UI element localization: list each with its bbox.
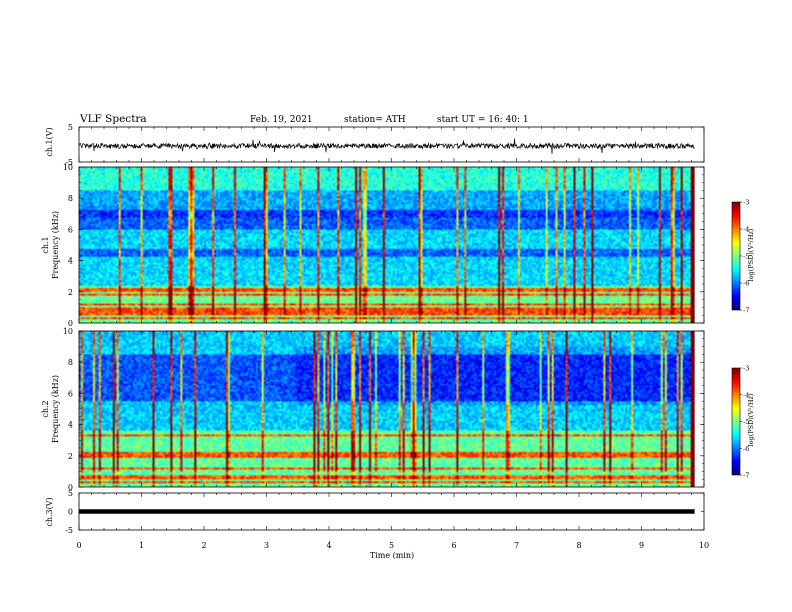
ch1-colorbar-label: log(PSD)(V²/Hz): [747, 228, 755, 281]
y-tick-label: 8: [68, 358, 73, 367]
ch2-frequency-label: Frequency (kHz): [51, 375, 60, 443]
ch1-waveform-ylabel: ch.1(V): [45, 127, 54, 156]
x-tick-label: 1: [139, 541, 144, 550]
ch3-waveform-ylabel: ch.3(V): [45, 497, 54, 526]
x-axis-label: Time (min): [370, 551, 414, 560]
y-tick-label: 8: [68, 194, 73, 203]
ch1-panel-label: ch.1: [41, 236, 50, 253]
date-label: Feb. 19, 2021: [250, 115, 313, 125]
y-tick-label: 0: [68, 508, 73, 517]
x-tick-label: 2: [201, 541, 206, 550]
ch2-colorbar-tick-label: -3: [743, 365, 749, 373]
y-tick-label: -5: [65, 526, 73, 535]
x-tick-label: 4: [326, 541, 331, 550]
y-tick-label: 4: [68, 421, 73, 430]
ch2-spectrogram-image: [79, 331, 695, 487]
ch2-colorbar-tick-label: -6: [743, 445, 749, 453]
ch1-colorbar-tick-label: -7: [743, 307, 749, 315]
ch2-colorbar-tick-label: -5: [743, 418, 749, 426]
y-tick-label: 5: [68, 123, 73, 132]
x-tick-label: 3: [264, 541, 269, 550]
start-time-label: start UT = 16: 40: 1: [437, 115, 529, 125]
ch2-colorbar-tick-label: -4: [743, 391, 749, 399]
y-tick-label: 2: [68, 452, 73, 461]
x-tick-label: 0: [76, 541, 81, 550]
ch1-colorbar-tick-label: -3: [743, 199, 749, 207]
ch2-colorbar-image: [732, 368, 740, 475]
ch2-colorbar-label: log(PSD)(V²/Hz): [747, 393, 755, 446]
y-tick-label: 4: [68, 257, 73, 266]
station-label: station= ATH: [344, 115, 406, 125]
ch1-colorbar-tick-label: -6: [743, 280, 749, 288]
ch1-waveform-trace: [78, 138, 695, 154]
figure-title: VLF Spectra: [79, 113, 147, 125]
ch1-colorbar-tick-label: -5: [743, 253, 749, 261]
y-tick-label: 0: [68, 483, 73, 492]
x-tick-label: 6: [451, 541, 456, 550]
ch1-colorbar-image: [732, 202, 740, 310]
x-tick-label: 10: [699, 541, 709, 550]
ch2-panel-label: ch.2: [41, 400, 50, 417]
y-tick-label: 0: [68, 319, 73, 328]
x-tick-label: 9: [639, 541, 644, 550]
ch2-colorbar-tick-label: -7: [743, 472, 749, 480]
ch1-spectrogram-image: [79, 167, 695, 323]
y-tick-label: -5: [65, 158, 73, 167]
y-tick-label: 6: [68, 225, 73, 234]
x-tick-label: 5: [389, 541, 394, 550]
y-tick-label: 5: [68, 489, 73, 498]
x-tick-label: 7: [514, 541, 519, 550]
ch1-colorbar-tick-label: -4: [743, 226, 749, 234]
y-tick-label: 10: [63, 163, 73, 172]
y-tick-label: 2: [68, 288, 73, 297]
y-tick-label: 10: [63, 327, 73, 336]
x-tick-label: 8: [576, 541, 581, 550]
ch1-frequency-label: Frequency (kHz): [51, 211, 60, 279]
y-tick-label: 6: [68, 389, 73, 398]
